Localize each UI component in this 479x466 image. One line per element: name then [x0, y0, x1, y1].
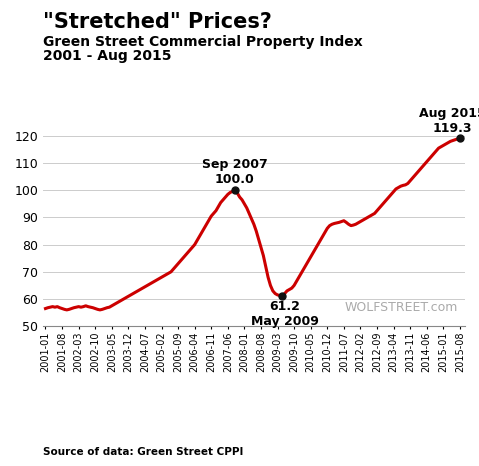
Text: Aug 2015
119.3: Aug 2015 119.3	[420, 107, 479, 135]
Text: Green Street Commercial Property Index: Green Street Commercial Property Index	[43, 35, 363, 49]
Text: Source of data: Green Street CPPI: Source of data: Green Street CPPI	[43, 447, 243, 457]
Text: WOLFSTREET.com: WOLFSTREET.com	[345, 302, 458, 315]
Text: "Stretched" Prices?: "Stretched" Prices?	[43, 12, 272, 32]
Text: 61.2
May 2009: 61.2 May 2009	[251, 300, 319, 328]
Text: Sep 2007
100.0: Sep 2007 100.0	[202, 158, 268, 186]
Text: 2001 - Aug 2015: 2001 - Aug 2015	[43, 49, 171, 63]
